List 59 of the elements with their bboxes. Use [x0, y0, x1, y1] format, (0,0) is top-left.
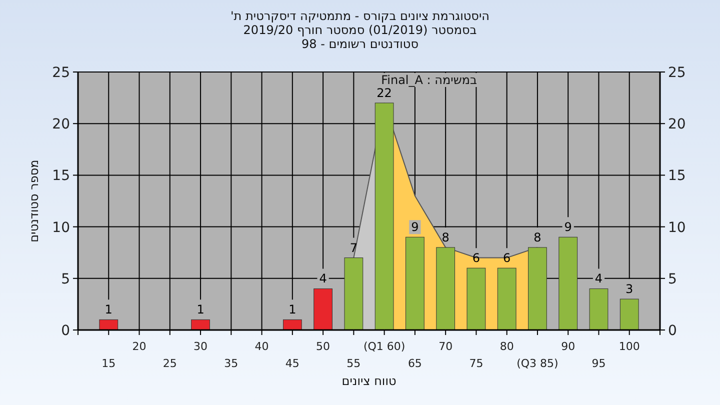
bar [436, 247, 456, 330]
x-tick-label: 90 [561, 340, 576, 353]
data-label: 9 [411, 220, 419, 234]
x-tick-label: 35 [224, 357, 238, 370]
bar [589, 288, 608, 330]
x-tick-label: 95 [592, 357, 606, 370]
x-tick-label: 30 [194, 340, 208, 353]
chart-subtitle: בסמסטר (01/2019) סמסטר חורף 2019/20 סטודנטים רשומים - 98 [243, 23, 477, 51]
data-label: 7 [350, 240, 358, 255]
x-tick-label: (Q3 85) [516, 357, 558, 370]
x-tick-label: 80 [500, 340, 514, 353]
bar [620, 298, 639, 330]
x-tick-label: 40 [254, 340, 269, 353]
y2-tick-label: 25 [668, 65, 686, 81]
y2-tick-label: 15 [668, 168, 686, 184]
data-label: 1 [104, 302, 112, 317]
chart-title: היסטוגרמת ציונים בקורס - מתמטיקה דיסקרטית ת' [230, 9, 490, 23]
data-label: 1 [196, 302, 204, 317]
y-tick-label: 25 [52, 65, 70, 81]
bar [466, 268, 486, 330]
bar [558, 236, 578, 330]
bar [282, 319, 302, 330]
y-tick-label: 15 [52, 168, 70, 184]
data-label: 8 [442, 230, 450, 244]
y-tick-label: 0 [61, 323, 70, 339]
x-tick-label: 100 [618, 340, 640, 353]
x-tick-label: 20 [132, 340, 146, 353]
y2-tick-label: 0 [668, 323, 677, 339]
bar [191, 319, 210, 330]
x-tick-label: 45 [285, 357, 300, 370]
y-axis-title: מספר סטודנטים [27, 160, 41, 242]
data-label: 4 [594, 272, 603, 286]
y-tick-label: 20 [52, 116, 70, 133]
data-label: 22 [376, 86, 392, 100]
bar [314, 288, 332, 330]
data-label: 4 [319, 272, 327, 286]
x-tick-label: (Q1 60) [363, 340, 406, 353]
y-tick-label: 5 [61, 271, 70, 288]
x-tick-label: 50 [316, 340, 330, 353]
data-label: 8 [534, 230, 542, 244]
data-label: 1 [288, 302, 296, 317]
bar [99, 319, 118, 330]
x-axis-title: טווח ציונים [342, 374, 396, 388]
bar [497, 268, 516, 330]
x-tick-label: 65 [408, 357, 422, 370]
data-label: 9 [564, 220, 572, 234]
x-tick-label: 25 [162, 357, 177, 370]
x-tick-label: 70 [438, 340, 453, 353]
y2-tick-label: 5 [668, 271, 677, 288]
x-tick-label: 75 [469, 357, 484, 370]
y2-tick-label: 10 [668, 220, 686, 236]
annotation: במשימה : Final_A [381, 73, 477, 87]
y-tick-label: 10 [52, 220, 70, 236]
y2-tick-label: 20 [668, 116, 686, 133]
x-tick-label: 55 [346, 357, 361, 370]
x-tick-label: 15 [102, 357, 116, 370]
bar [406, 236, 424, 330]
data-label: 3 [626, 282, 634, 296]
bar [528, 247, 547, 330]
